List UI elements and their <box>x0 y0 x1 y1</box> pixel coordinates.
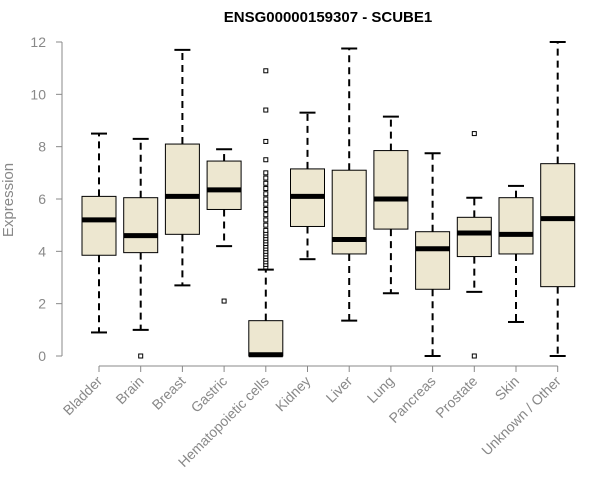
x-tick-label: Skin <box>492 373 523 404</box>
box-brain <box>123 137 159 359</box>
box-bladder <box>81 132 117 334</box>
x-tick-label: Bladder <box>60 373 106 419</box>
outlier-point <box>263 170 269 176</box>
box-liver <box>331 47 367 322</box>
y-tick-label: 10 <box>30 86 46 102</box>
y-tick-label: 0 <box>38 348 46 364</box>
outlier-point <box>263 157 269 163</box>
x-tick-label: Lung <box>364 373 397 406</box>
outlier-point <box>263 107 269 113</box>
x-tick-label: Brain <box>112 373 146 407</box>
box-gastric <box>206 148 242 304</box>
x-tick-label: Liver <box>323 373 356 406</box>
y-tick-label: 12 <box>30 34 46 50</box>
outlier-point <box>263 212 269 218</box>
box-iqr <box>498 197 534 255</box>
x-tick-label: Breast <box>149 373 189 413</box>
x-tick-label: Kidney <box>272 373 314 415</box>
outlier-point <box>263 68 269 74</box>
outlier-point <box>263 186 269 192</box>
outlier-point <box>138 353 144 359</box>
outlier-point <box>263 227 269 233</box>
y-tick-label: 6 <box>38 191 46 207</box>
outlier-point <box>471 353 477 359</box>
box-iqr <box>456 216 492 258</box>
box-iqr <box>81 195 117 256</box>
outlier-point <box>263 180 269 186</box>
box-iqr <box>164 143 200 235</box>
box-iqr <box>373 150 409 230</box>
y-tick-label: 2 <box>38 296 46 312</box>
outlier-point <box>263 196 269 202</box>
box-prostate <box>456 131 492 359</box>
outlier-point <box>263 217 269 223</box>
box-kidney <box>290 111 325 261</box>
box-iqr <box>206 160 242 210</box>
y-tick-label: 8 <box>38 139 46 155</box>
box-breast <box>164 48 200 287</box>
x-tick-label: Prostate <box>432 373 480 421</box>
outlier-point <box>221 298 227 304</box>
box-lung <box>373 115 409 295</box>
box-iqr <box>540 163 576 288</box>
box-iqr <box>248 320 284 357</box>
box-skin <box>498 184 534 323</box>
x-tick-label: Unknown / Other <box>478 373 564 459</box>
outlier-point <box>263 201 269 207</box>
y-tick-label: 4 <box>38 243 46 259</box>
outlier-point <box>263 206 269 212</box>
plot-area <box>81 41 576 359</box>
outlier-point <box>263 138 269 144</box>
box-pancreas <box>415 152 451 357</box>
outlier-point <box>471 131 477 137</box>
y-axis-label: Expression <box>0 163 17 237</box>
box-unknown-other <box>540 41 576 357</box>
outlier-point <box>263 175 269 181</box>
box-iqr <box>415 231 451 290</box>
outlier-point <box>263 191 269 197</box>
box-iqr <box>123 197 159 254</box>
outlier-point <box>263 222 269 228</box>
chart-title: ENSG00000159307 - SCUBE1 <box>224 9 432 26</box>
y-axis: 0 2 4 6 8 10 12 <box>30 34 63 364</box>
box-hematopoietic-cells <box>248 68 284 358</box>
